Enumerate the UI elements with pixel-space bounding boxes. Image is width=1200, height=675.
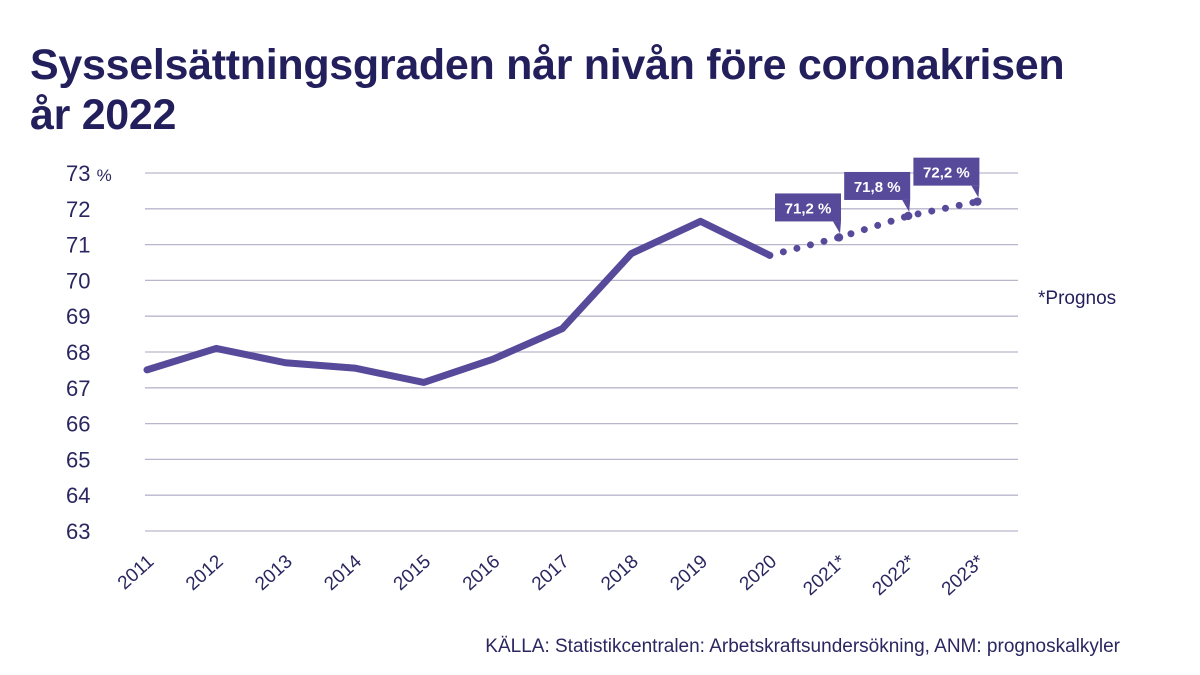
- x-tick-label-2022*: 2022*: [869, 551, 920, 600]
- chart-title: Sysselsättningsgraden når nivån före cor…: [30, 40, 1170, 140]
- y-tick-label-65: 65: [66, 447, 90, 472]
- x-tick-label-2016: 2016: [459, 551, 504, 595]
- y-tick-label-71: 71: [66, 233, 90, 258]
- x-tick-label-2021*: 2021*: [799, 551, 850, 600]
- callout-label-2021*: 71,2 %: [785, 200, 832, 217]
- x-tick-label-2013: 2013: [251, 551, 296, 595]
- x-tick-label-2023*: 2023*: [938, 551, 989, 600]
- x-tick-label-2020: 2020: [736, 551, 781, 595]
- y-tick-label-69: 69: [66, 304, 90, 329]
- x-tick-label-2012: 2012: [182, 551, 227, 595]
- source-note: KÄLLA: Statistikcentralen: Arbetskraftsu…: [485, 636, 1120, 657]
- x-tick-label-2017: 2017: [528, 551, 573, 595]
- callout-pointer-2022*: [902, 199, 911, 212]
- series-forecast-line: [766, 198, 981, 259]
- callout-label-2023*: 72,2 %: [923, 165, 970, 182]
- point-forecast-2022*: [904, 211, 913, 221]
- y-tick-label-66: 66: [66, 412, 90, 437]
- callout-pointer-2023*: [971, 185, 980, 198]
- y-tick-label-67: 67: [66, 376, 90, 401]
- title-line-2: år 2022: [30, 91, 177, 139]
- y-tick-label-68: 68: [66, 340, 90, 365]
- series-layer: [143, 197, 982, 386]
- y-unit-label: %: [97, 166, 112, 185]
- callout-pointer-2021*: [833, 221, 841, 234]
- callout-layer: 71,2 % 71,8 % 72,2 %: [775, 157, 980, 234]
- x-tick-label-2011: 2011: [114, 551, 158, 594]
- y-tick-label-63: 63: [66, 519, 90, 544]
- title-line-1: Sysselsättningsgraden når nivån före cor…: [30, 41, 1065, 89]
- series-actual-line: [143, 217, 774, 386]
- y-tick-label-73: 73 %: [66, 161, 112, 186]
- point-forecast-2023*: [973, 197, 982, 206]
- callout-label-2022*: 71,8 %: [854, 179, 901, 196]
- y-tick-label-72: 72: [66, 197, 90, 222]
- y-axis-ticks: 73 % 72 71 70 69 68 67 66 65 64 63: [66, 161, 112, 544]
- y-tick-label-70: 70: [66, 268, 90, 293]
- x-tick-label-2019: 2019: [666, 551, 711, 595]
- callout-box-2022*: [844, 171, 911, 200]
- point-forecast-2021*: [834, 233, 844, 242]
- x-tick-label-2014: 2014: [320, 551, 366, 595]
- grid-layer: [145, 172, 1018, 532]
- y-tick-label-64: 64: [66, 483, 90, 508]
- x-tick-label-2015: 2015: [390, 551, 435, 595]
- x-axis-ticks: 2011 2012 2013 2014 2015 2016 2017 2018 2019 2020…: [114, 551, 989, 600]
- callout-box-2021*: [775, 193, 841, 222]
- callout-box-2023*: [913, 157, 980, 186]
- x-tick-label-2018: 2018: [597, 551, 642, 595]
- forecast-note: *Prognos: [1038, 288, 1117, 309]
